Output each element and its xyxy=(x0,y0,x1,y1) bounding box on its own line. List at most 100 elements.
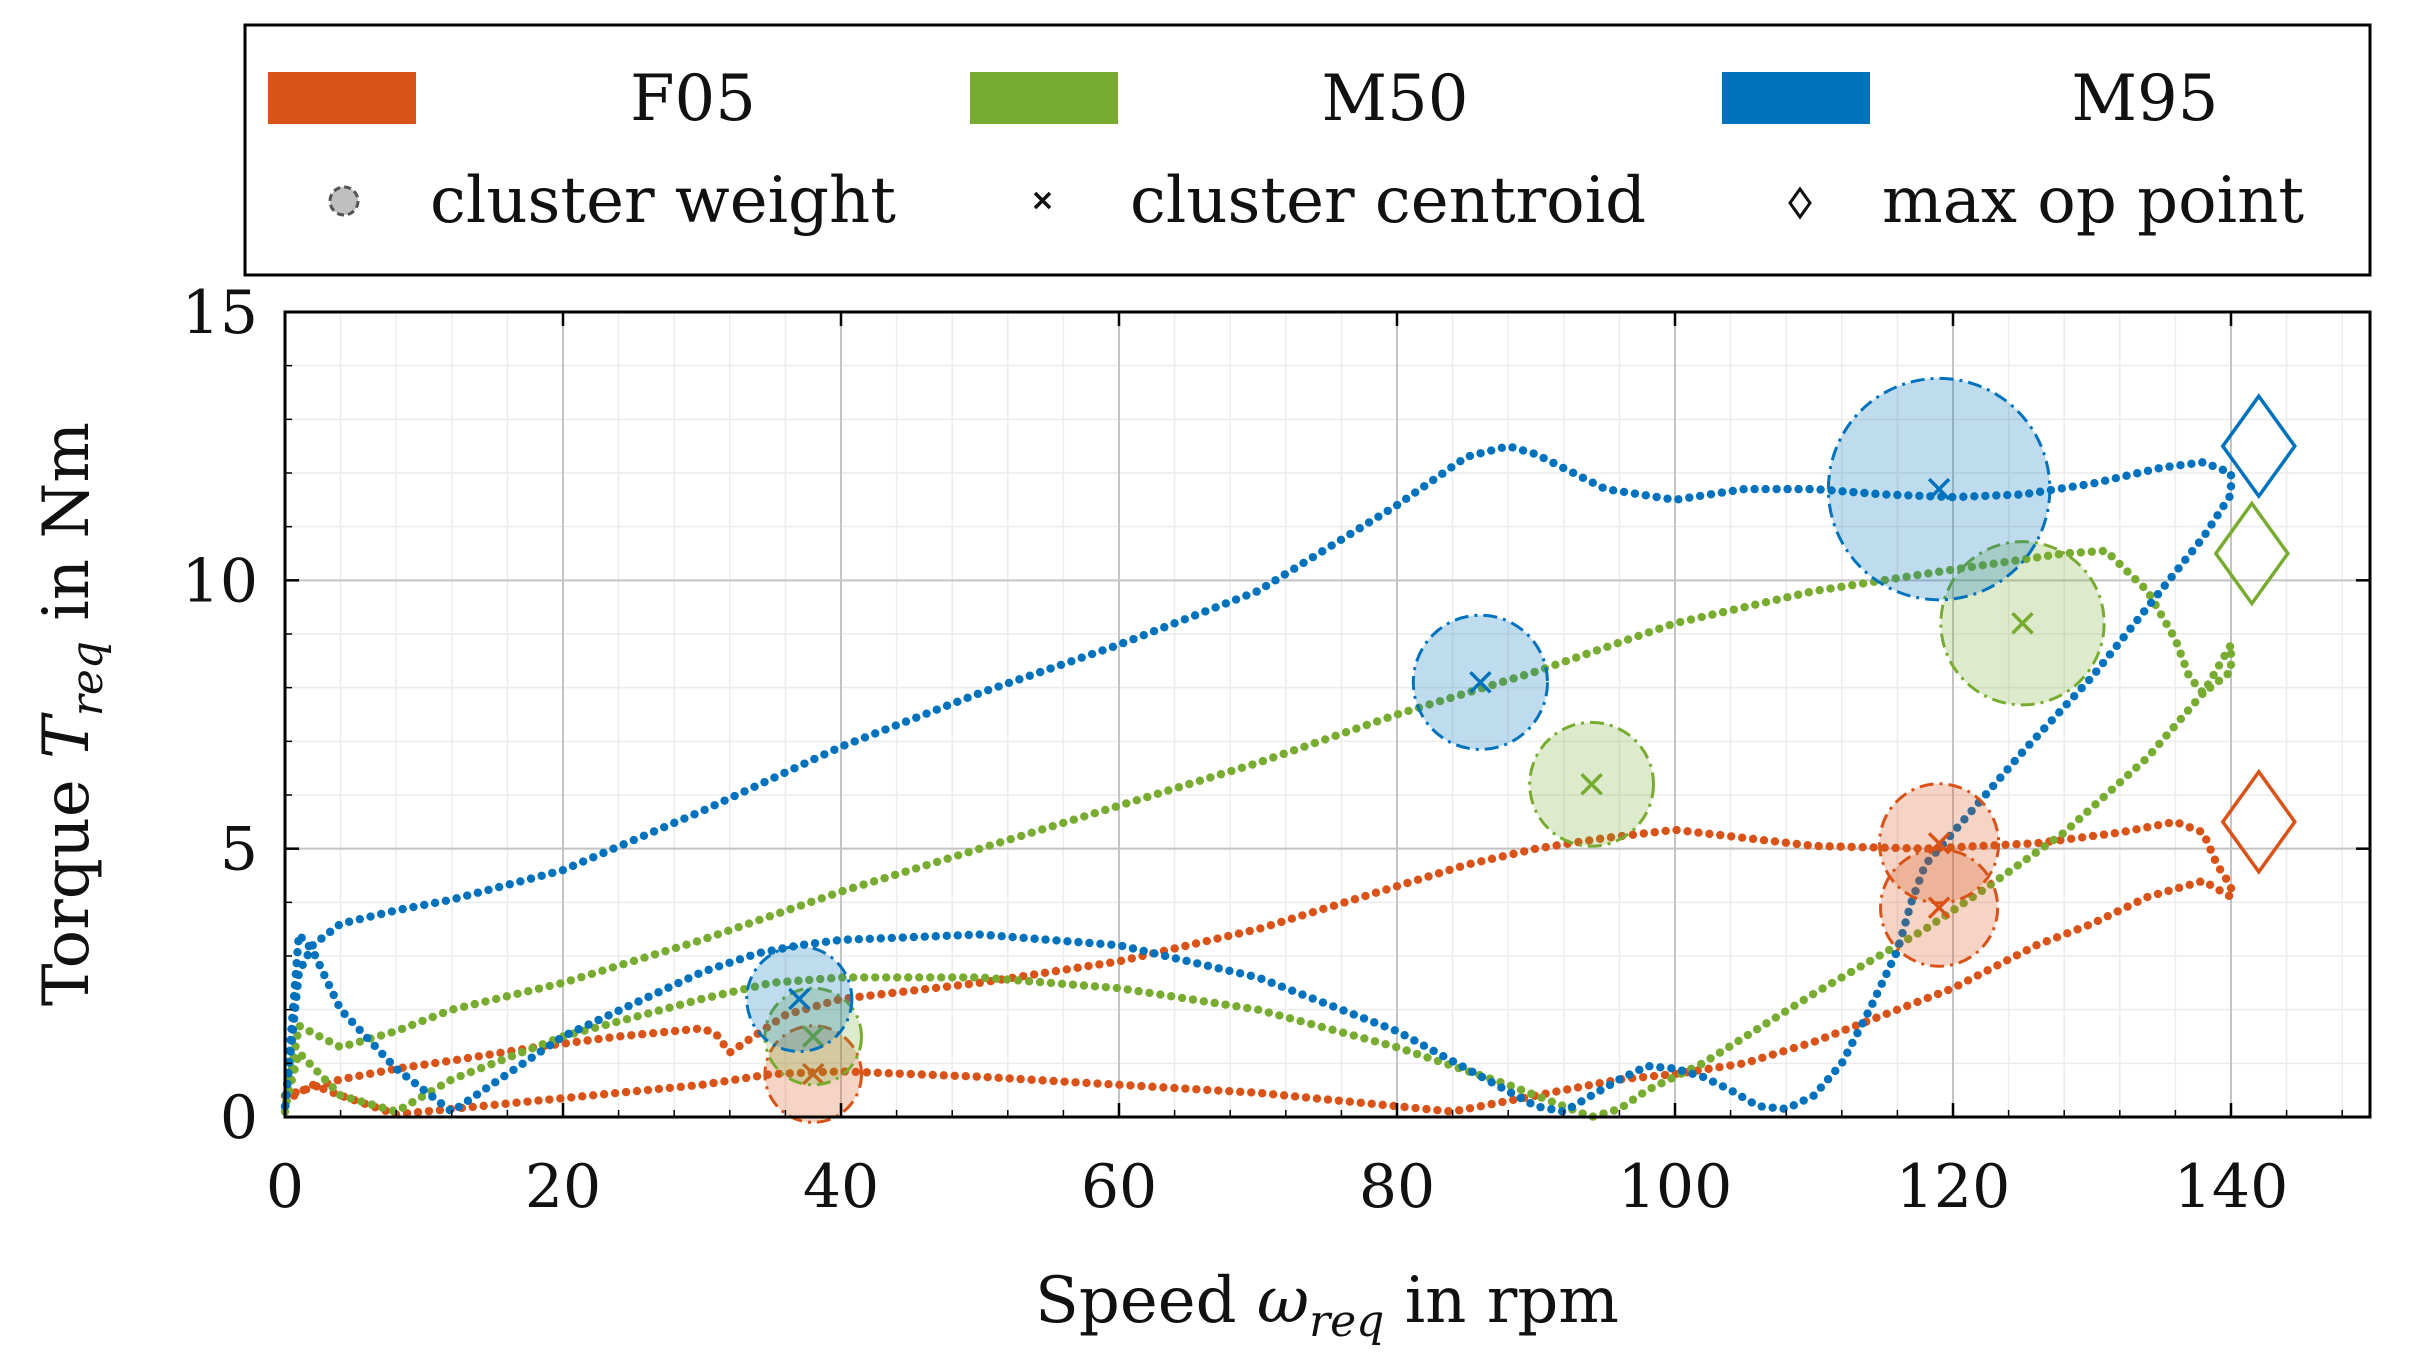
trajectory-point xyxy=(441,1057,451,1066)
cluster-centroid-mark xyxy=(1580,773,1603,796)
trajectory-point xyxy=(823,998,832,1008)
trajectory-point xyxy=(937,973,946,982)
tick-layer xyxy=(283,310,2370,1119)
legend-cluster-weight-icon xyxy=(328,185,360,217)
trajectory-point xyxy=(1904,907,1913,917)
trajectory-point xyxy=(816,974,825,984)
trajectory-point xyxy=(709,1078,718,1088)
trajectory-point xyxy=(2214,661,2224,670)
trajectory-point xyxy=(1477,1072,1487,1082)
trajectory-point xyxy=(638,1030,647,1039)
trajectory-point xyxy=(2201,529,2210,538)
y-tick-label: 10 xyxy=(182,546,258,616)
trajectory-point xyxy=(1547,1105,1556,1114)
trajectory-point xyxy=(1455,1106,1464,1115)
trajectory-point xyxy=(931,932,940,941)
trajectory-point xyxy=(545,1041,555,1050)
trajectory-point xyxy=(2198,689,2207,699)
trajectory-point xyxy=(2215,886,2224,895)
trajectory-point xyxy=(1696,1059,1706,1069)
trajectory-point xyxy=(2017,748,2027,757)
trajectory-point xyxy=(1048,822,1057,831)
trajectory-point xyxy=(1996,773,2005,782)
trajectory-point xyxy=(536,1047,546,1056)
trajectory-point xyxy=(712,1031,722,1040)
trajectory-point xyxy=(1073,963,1082,972)
trajectory-point xyxy=(1370,1037,1380,1046)
trajectory-point xyxy=(419,1085,428,1095)
trajectory-point xyxy=(1429,475,1438,485)
trajectory-point xyxy=(1598,483,1607,492)
trajectory-point xyxy=(1959,898,1968,908)
trajectory-point xyxy=(583,1036,592,1045)
trajectory-point xyxy=(1506,1088,1516,1097)
trajectory-point xyxy=(2185,880,2194,889)
trajectory-point xyxy=(2077,833,2087,842)
trajectory-point xyxy=(315,960,324,970)
trajectory-point xyxy=(528,1044,537,1053)
trajectory-point xyxy=(1445,865,1454,875)
trajectory-point xyxy=(305,1027,314,1036)
trajectory-point xyxy=(1095,960,1104,969)
trajectory-point xyxy=(1498,1097,1507,1107)
trajectory-point xyxy=(2099,792,2108,802)
trajectory-point xyxy=(1967,806,1976,816)
trajectory-point xyxy=(2083,921,2093,930)
trajectory-point xyxy=(739,984,749,994)
plot-area xyxy=(280,310,2372,1124)
trajectory-point xyxy=(1981,790,1991,799)
trajectory-point xyxy=(1963,976,1973,985)
trajectory-point xyxy=(1456,456,1465,466)
trajectory-point xyxy=(1739,485,1748,494)
trajectory-point xyxy=(932,857,942,867)
trajectory-point xyxy=(417,1092,427,1101)
trajectory-point xyxy=(344,1073,353,1083)
trajectory-point xyxy=(1477,857,1486,866)
trajectory-point xyxy=(780,768,789,778)
trajectory-point xyxy=(2098,658,2108,668)
cluster-f05-3 xyxy=(1879,847,2000,968)
trajectory-point xyxy=(589,853,598,862)
trajectory-point xyxy=(294,937,303,946)
trajectory-point xyxy=(1497,443,1507,452)
trajectory-point xyxy=(1571,653,1581,662)
trajectory-point xyxy=(654,1006,664,1015)
trajectory-point xyxy=(320,970,329,980)
trajectory-point xyxy=(1863,1009,1872,1018)
trajectory-point xyxy=(984,685,993,695)
trajectory-point xyxy=(463,1096,473,1105)
trajectory-point xyxy=(820,750,829,759)
trajectory-point xyxy=(1107,940,1116,949)
trajectory-point xyxy=(1221,1000,1230,1009)
trajectory-point xyxy=(325,927,335,937)
trajectory-point xyxy=(1880,843,1889,852)
trajectory-point xyxy=(1818,984,1827,993)
cluster-centroid-mark xyxy=(1927,896,1951,919)
trajectory-point xyxy=(538,1040,547,1049)
trajectory-point xyxy=(1520,847,1529,856)
trajectory-point xyxy=(548,868,557,878)
trajectory-point xyxy=(2092,667,2101,676)
trajectory-point xyxy=(2191,698,2200,707)
trajectory-point xyxy=(355,914,365,924)
trajectory-point xyxy=(1891,843,1900,853)
trajectory-point xyxy=(2165,462,2174,471)
trajectory-point xyxy=(1516,1085,1526,1094)
trajectory-point xyxy=(1266,920,1276,930)
trajectory-point xyxy=(644,992,653,1002)
trajectory-point xyxy=(456,1071,465,1081)
trajectory-point xyxy=(534,984,544,993)
trajectory-point xyxy=(1224,931,1233,941)
trajectory-point xyxy=(1258,756,1268,766)
trajectory-point xyxy=(347,1017,357,1027)
trajectory-point xyxy=(512,1098,521,1107)
trajectory-point xyxy=(2187,459,2196,468)
trajectory-point xyxy=(1227,766,1236,776)
trajectory-point xyxy=(1468,1067,1477,1077)
trajectory-point xyxy=(994,682,1003,691)
trajectory-point xyxy=(1837,582,1846,592)
trajectory-point xyxy=(1743,1030,1753,1040)
trajectory-point xyxy=(619,959,628,969)
trajectory-point xyxy=(1945,565,1955,575)
trajectory-point xyxy=(1530,844,1540,854)
